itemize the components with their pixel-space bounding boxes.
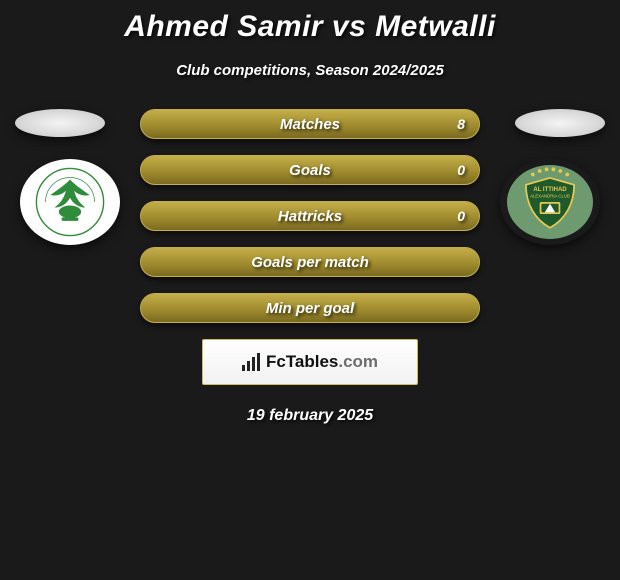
comparison-content: AL ITTIHAD ALEXANDRIA CLUB Matches8 Goals… [0, 109, 620, 323]
date-text: 19 february 2025 [0, 407, 620, 425]
stat-bar: Min per goal [140, 293, 480, 323]
stat-label: Hattricks [141, 202, 479, 230]
stat-label: Min per goal [141, 294, 479, 322]
player-left-photo-placeholder [15, 109, 105, 137]
stat-bar: Matches8 [140, 109, 480, 139]
fctables-watermark: FcTables.com [202, 339, 418, 385]
subtitle: Club competitions, Season 2024/2025 [0, 62, 620, 79]
stat-label: Matches [141, 110, 479, 138]
page-title: Ahmed Samir vs Metwalli [0, 0, 620, 44]
player-right-club-badge: AL ITTIHAD ALEXANDRIA CLUB [500, 159, 600, 245]
stat-bar: Hattricks0 [140, 201, 480, 231]
al-ittihad-crest-icon: AL ITTIHAD ALEXANDRIA CLUB [500, 159, 600, 245]
stat-label: Goals [141, 156, 479, 184]
player-left-club-badge [20, 159, 120, 245]
brand-label: FcTables [266, 352, 338, 371]
brand-suffix: .com [338, 352, 378, 371]
svg-text:AL ITTIHAD: AL ITTIHAD [533, 187, 567, 193]
stat-bar: Goals0 [140, 155, 480, 185]
stat-label: Goals per match [141, 248, 479, 276]
player-right-photo-placeholder [515, 109, 605, 137]
al-masry-crest-icon [35, 167, 105, 237]
bars-icon [242, 353, 260, 371]
svg-text:ALEXANDRIA CLUB: ALEXANDRIA CLUB [530, 194, 570, 199]
stat-value-right: 0 [457, 156, 465, 184]
stat-bar: Goals per match [140, 247, 480, 277]
stats-list: Matches8Goals0Hattricks0Goals per matchM… [140, 109, 480, 323]
stat-value-right: 8 [457, 110, 465, 138]
stat-value-right: 0 [457, 202, 465, 230]
brand-text: FcTables.com [266, 352, 378, 372]
